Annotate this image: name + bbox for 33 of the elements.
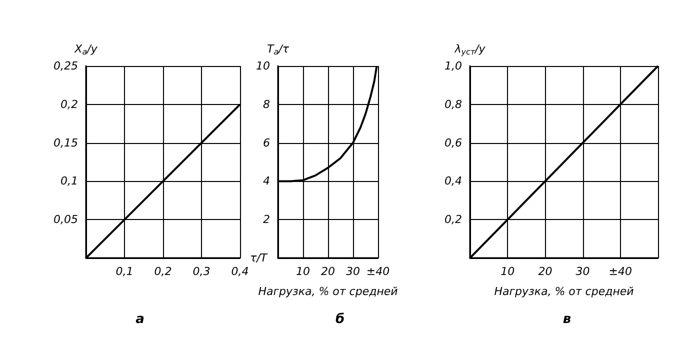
y-tick-label: 2 [263,213,270,226]
y-tick-label: 0,6 [444,136,462,150]
text: б [335,312,345,327]
x-tick-label: 0,4 [231,265,249,278]
text: а [136,312,144,327]
x-tick-label: 30 [576,265,590,278]
y-tick-label: 0,05 [54,213,78,226]
x-tick-label: 10 [296,265,310,278]
y-tick-label: 8 [263,98,270,111]
y-tick-label: 0,1 [60,174,78,188]
text: в [562,312,572,327]
x-tick-label: ±40 [608,265,632,278]
y-tick-label: 0,2 [444,213,462,226]
x-tick-label: 0,2 [154,265,172,278]
y-tick-label: 4 [263,174,270,188]
y-tick-label: 0,25 [54,60,78,72]
x-axis-title: Нагрузка, % от средней [258,285,398,298]
x-tick-label: 10 [500,265,515,278]
x-tick-label: 0,1 [116,265,134,278]
y-tick-label: 0,8 [444,98,462,111]
y-tick-label: 6 [263,136,270,150]
x-axis-title: τ/T [250,252,268,264]
x-tick-label: 0,3 [192,265,210,278]
y-tick-label: 1,0 [444,60,462,72]
y-tick-label: 10 [256,60,270,72]
y-tick-label: 0,4 [444,174,462,188]
y-tick-label: 0,15 [54,136,78,150]
x-tick-label: 30 [346,265,360,278]
x-tick-label: ±40 [366,265,390,278]
x-tick-label: 20 [538,265,552,278]
x-axis-title: Нагрузка, % от средней [494,285,634,298]
y-tick-label: 0,2 [60,98,78,111]
x-tick-label: 20 [321,265,335,278]
